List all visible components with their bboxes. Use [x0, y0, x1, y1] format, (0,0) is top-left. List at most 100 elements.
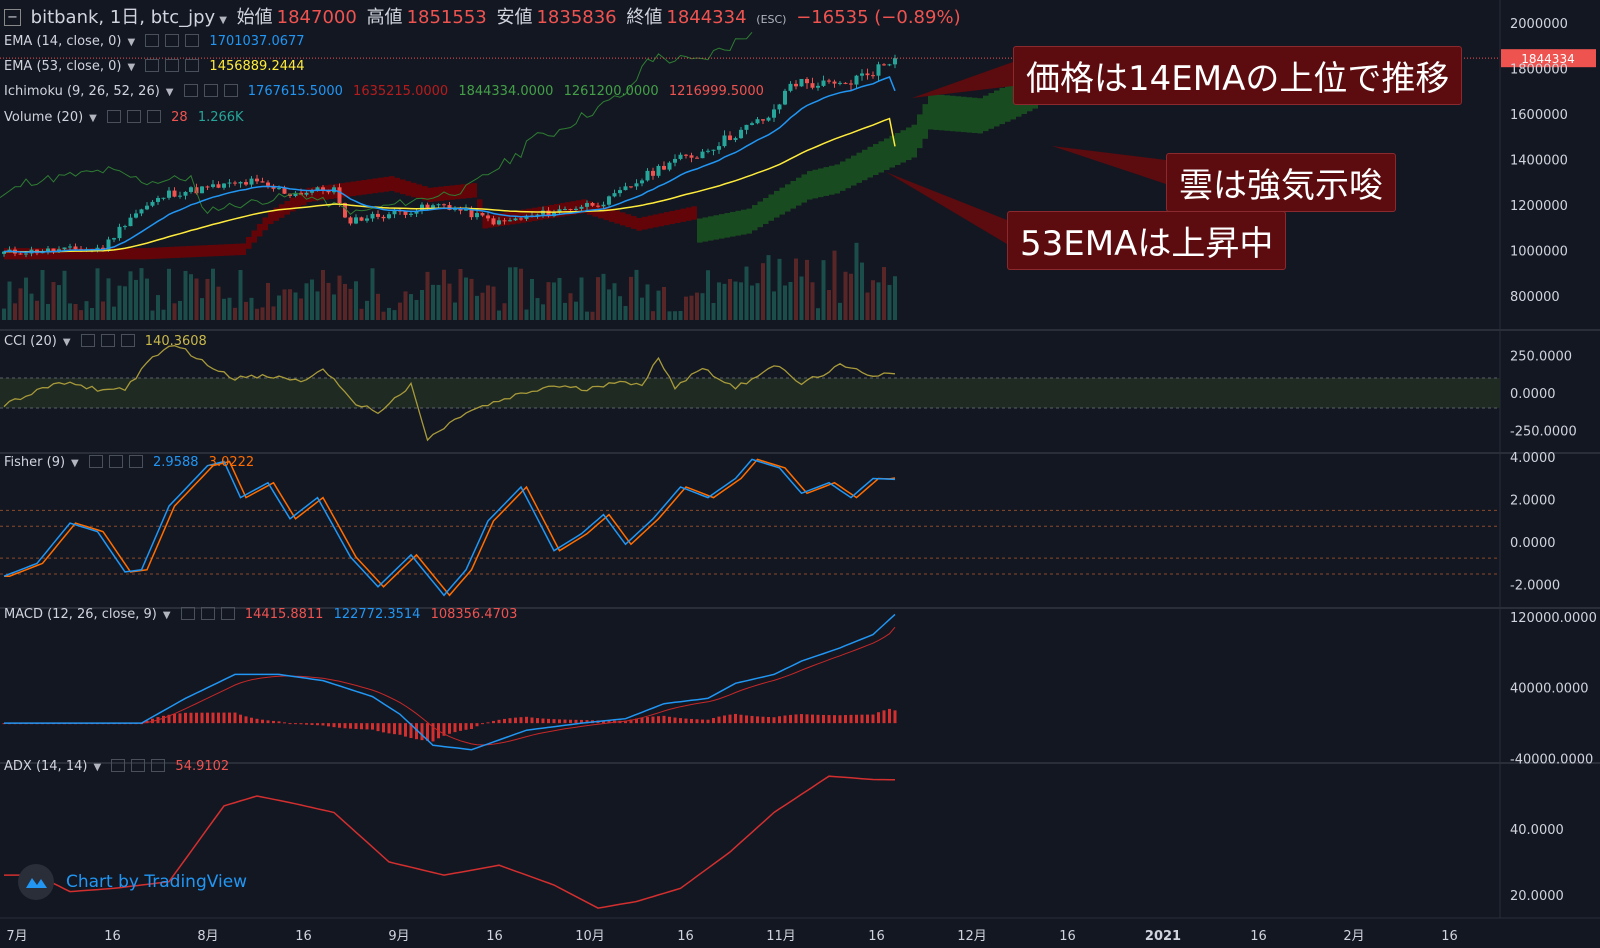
- volume-bar: [491, 286, 496, 320]
- volume-bar: [524, 309, 529, 320]
- cloud-segment: [537, 206, 543, 221]
- volume-bar: [667, 311, 672, 320]
- candle-body: [183, 191, 188, 196]
- gear-icon[interactable]: [165, 34, 180, 47]
- candle-body: [326, 190, 331, 193]
- volume-bar: [618, 296, 622, 320]
- volume-bar: [827, 289, 831, 320]
- volume-bar: [266, 282, 270, 320]
- eye-icon[interactable]: [111, 759, 126, 772]
- cloud-segment: [972, 97, 978, 134]
- macd-hist-bar: [354, 723, 358, 729]
- tradingview-watermark[interactable]: Chart by TradingView: [18, 864, 247, 900]
- volume-bar: [579, 277, 584, 320]
- chevron-down-icon[interactable]: ▼: [165, 87, 174, 98]
- gear-icon[interactable]: [200, 607, 215, 620]
- change-value: −16535 (−0.89%): [796, 7, 961, 28]
- tradingview-credit: Chart by TradingView: [66, 872, 248, 892]
- candle-body: [392, 210, 397, 215]
- volume-bar: [354, 281, 358, 320]
- close-icon[interactable]: [185, 59, 200, 72]
- legend-fisher[interactable]: Fisher (9) ▼ 2.9588 3.0222: [4, 455, 260, 470]
- cloud-segment: [983, 95, 989, 132]
- macd-hist-bar: [849, 714, 853, 724]
- chevron-down-icon[interactable]: ▼: [127, 37, 136, 48]
- cloud-segment: [510, 211, 516, 225]
- cloud-segment: [455, 184, 461, 200]
- candle-body: [772, 109, 776, 118]
- close-icon[interactable]: [120, 334, 135, 347]
- legend-ichimoku[interactable]: Ichimoku (9, 26, 52, 26) ▼ 1767615.5000 1…: [4, 84, 770, 99]
- gear-icon[interactable]: [165, 59, 180, 72]
- close-icon[interactable]: [147, 110, 162, 123]
- gear-icon[interactable]: [131, 759, 146, 772]
- candle-body: [211, 184, 215, 187]
- cloud-segment: [147, 247, 153, 260]
- volume-bar: [733, 281, 738, 320]
- candle-body: [662, 165, 666, 170]
- macd-hist-bar: [272, 720, 275, 724]
- cloud-segment: [526, 208, 532, 222]
- cloud-segment: [768, 194, 774, 221]
- macd-hist-value: 14415.8811: [244, 607, 324, 622]
- candle-body: [585, 203, 589, 207]
- legend-ema14[interactable]: EMA (14, close, 0) ▼ 1701037.0677: [4, 34, 311, 49]
- macd-histogram: [2, 708, 897, 742]
- cloud-segment: [262, 217, 268, 231]
- y-tick-label: -2.0000: [1510, 579, 1560, 594]
- volume-bar: [557, 277, 562, 320]
- close-icon[interactable]: [220, 607, 235, 620]
- close-icon[interactable]: [185, 34, 200, 47]
- chevron-down-icon[interactable]: ▼: [71, 458, 79, 469]
- volume-bar: [35, 300, 39, 320]
- ichimoku-kijun: 1635215.0000: [353, 84, 449, 99]
- macd-hist-bar: [745, 715, 748, 724]
- chevron-down-icon[interactable]: ▼: [127, 62, 136, 73]
- macd-hist-bar: [723, 715, 726, 724]
- eye-icon[interactable]: [145, 59, 160, 72]
- chevron-down-icon[interactable]: ▼: [93, 762, 102, 773]
- gear-icon[interactable]: [100, 334, 115, 347]
- macd-hist-bar: [530, 717, 534, 724]
- legend-cci[interactable]: CCI (20) ▼ 140.3608: [4, 334, 213, 349]
- cloud-segment: [240, 243, 246, 255]
- macd-hist-bar: [459, 723, 462, 731]
- chevron-down-icon[interactable]: ▼: [219, 15, 227, 26]
- gear-icon[interactable]: [108, 455, 123, 468]
- close-icon[interactable]: [151, 759, 166, 772]
- symbol-title[interactable]: bitbank, 1日, btc_jpy: [30, 7, 216, 28]
- eye-icon[interactable]: [183, 84, 198, 97]
- legend-volume[interactable]: Volume (20) ▼ 28 1.266K: [4, 110, 250, 125]
- cloud-segment: [268, 210, 274, 225]
- macd-label: MACD (12, 26, close, 9): [4, 607, 157, 622]
- cloud-segment: [609, 208, 615, 222]
- gear-icon[interactable]: [203, 84, 218, 97]
- eye-icon[interactable]: [88, 455, 103, 468]
- candle-body: [343, 203, 347, 218]
- volume-bar: [755, 283, 760, 320]
- candle-body: [480, 212, 485, 216]
- chevron-down-icon[interactable]: ▼: [62, 337, 71, 348]
- chevron-down-icon[interactable]: ▼: [162, 610, 171, 621]
- volume-bar: [656, 290, 661, 320]
- cloud-segment: [653, 214, 659, 228]
- volume-bar: [282, 289, 287, 320]
- eye-icon[interactable]: [107, 110, 122, 123]
- eye-icon[interactable]: [180, 607, 195, 620]
- candle-body: [557, 209, 562, 213]
- close-icon[interactable]: [128, 455, 143, 468]
- legend-ema53[interactable]: EMA (53, close, 0) ▼ 1456889.2444: [4, 59, 311, 74]
- legend-adx[interactable]: ADX (14, 14) ▼ 54.9102: [4, 759, 235, 774]
- legend-macd[interactable]: MACD (12, 26, close, 9) ▼ 14415.8811 1227…: [4, 607, 523, 622]
- candle-body: [304, 192, 309, 195]
- close-icon[interactable]: [223, 84, 238, 97]
- eye-icon[interactable]: [145, 34, 160, 47]
- chevron-down-icon[interactable]: ▼: [89, 113, 97, 124]
- volume-bar: [112, 306, 116, 320]
- gear-icon[interactable]: [127, 110, 142, 123]
- collapse-icon[interactable]: −: [4, 9, 21, 26]
- macd-hist-bar: [470, 723, 473, 729]
- eye-icon[interactable]: [80, 334, 95, 347]
- volume-bar: [634, 269, 639, 320]
- volume-bar: [7, 281, 12, 320]
